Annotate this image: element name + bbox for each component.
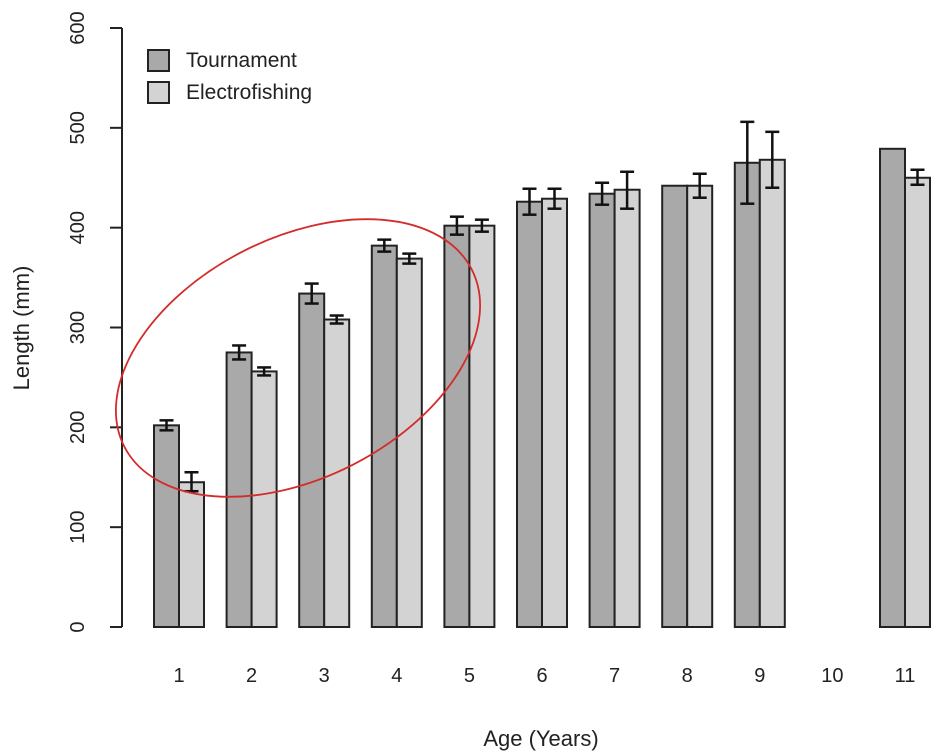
bar-tournament-age-4 bbox=[370, 244, 398, 629]
bar-electrofishing-age-2 bbox=[250, 370, 278, 628]
error-bar-tournament-age-4 bbox=[377, 238, 392, 253]
bar-electrofishing-age-9 bbox=[758, 158, 786, 628]
bar-tournament-age-5 bbox=[443, 224, 471, 628]
x-tick-label: 6 bbox=[536, 665, 547, 687]
x-axis: 1 2 3 4 5 6 7 8 9 10 11 bbox=[173, 665, 915, 687]
bar-tournament-age-11 bbox=[879, 147, 906, 628]
error-bar-electrofishing-age-3 bbox=[329, 314, 344, 325]
x-tick-label: 10 bbox=[821, 665, 843, 687]
bar-tournament-age-8 bbox=[661, 184, 689, 628]
bar-electrofishing-age-6 bbox=[541, 197, 568, 628]
x-tick-label: 9 bbox=[754, 665, 765, 687]
error-bar-electrofishing-age-9 bbox=[765, 130, 780, 189]
legend-swatch-tournament bbox=[147, 49, 170, 72]
error-bar-electrofishing-age-11 bbox=[910, 168, 925, 186]
x-tick-label: 1 bbox=[173, 665, 184, 687]
error-bar-electrofishing-age-8 bbox=[692, 172, 707, 199]
y-tick-label: 200 bbox=[67, 411, 89, 444]
error-bar-tournament-age-2 bbox=[232, 344, 247, 361]
legend-label-electrofishing: Electrofishing bbox=[186, 81, 312, 104]
error-bar-tournament-age-5 bbox=[449, 215, 464, 236]
error-bar-electrofishing-age-5 bbox=[474, 218, 489, 233]
x-tick-label: 4 bbox=[391, 665, 402, 687]
bar-electrofishing-age-4 bbox=[395, 257, 423, 628]
highlight-ellipse bbox=[115, 218, 481, 498]
error-bar-tournament-age-1 bbox=[159, 419, 174, 432]
y-axis: 0 100 200 300 400 500 600 bbox=[67, 11, 123, 633]
y-tick-label: 100 bbox=[67, 510, 89, 543]
y-tick-label: 0 bbox=[67, 621, 89, 632]
error-bar-tournament-age-9 bbox=[740, 120, 755, 205]
y-tick-label: 400 bbox=[67, 211, 89, 244]
bar-tournament-age-6 bbox=[516, 200, 543, 629]
x-tick-label: 5 bbox=[464, 665, 475, 687]
legend: Tournament Electrofishing bbox=[147, 49, 312, 104]
legend-label-tournament: Tournament bbox=[186, 49, 297, 72]
bar-electrofishing-age-7 bbox=[613, 188, 641, 628]
error-bar-electrofishing-age-2 bbox=[257, 366, 272, 377]
x-tick-label: 7 bbox=[609, 665, 620, 687]
bar-tournament-age-1 bbox=[153, 424, 180, 628]
bar-tournament-age-9 bbox=[733, 161, 761, 628]
y-tick-label: 300 bbox=[67, 311, 89, 344]
bar-electrofishing-age-8 bbox=[686, 184, 714, 628]
error-bar-tournament-age-7 bbox=[595, 181, 610, 206]
error-bar-electrofishing-age-6 bbox=[547, 187, 562, 210]
error-bars bbox=[159, 120, 925, 493]
bar-electrofishing-age-11 bbox=[904, 176, 931, 628]
y-axis-title: Length (mm) bbox=[9, 266, 34, 391]
error-bar-electrofishing-age-7 bbox=[620, 170, 635, 210]
x-tick-label: 8 bbox=[682, 665, 693, 687]
x-axis-title: Age (Years) bbox=[483, 726, 598, 751]
legend-swatch-electrofishing bbox=[147, 81, 170, 104]
error-bar-electrofishing-age-4 bbox=[402, 252, 417, 265]
error-bar-tournament-age-3 bbox=[304, 282, 319, 305]
bar-electrofishing-age-5 bbox=[468, 224, 496, 628]
x-tick-label: 2 bbox=[246, 665, 257, 687]
bar-tournament-age-2 bbox=[225, 351, 253, 628]
y-tick-label: 600 bbox=[67, 11, 89, 44]
x-tick-label: 11 bbox=[895, 665, 916, 687]
bar-tournament-age-7 bbox=[588, 192, 616, 628]
x-tick-label: 3 bbox=[319, 665, 330, 687]
bar-electrofishing-age-1 bbox=[178, 481, 205, 628]
bar-tournament-age-3 bbox=[298, 292, 326, 628]
y-tick-label: 500 bbox=[67, 111, 89, 144]
bars bbox=[153, 147, 931, 629]
error-bar-tournament-age-6 bbox=[522, 187, 537, 216]
